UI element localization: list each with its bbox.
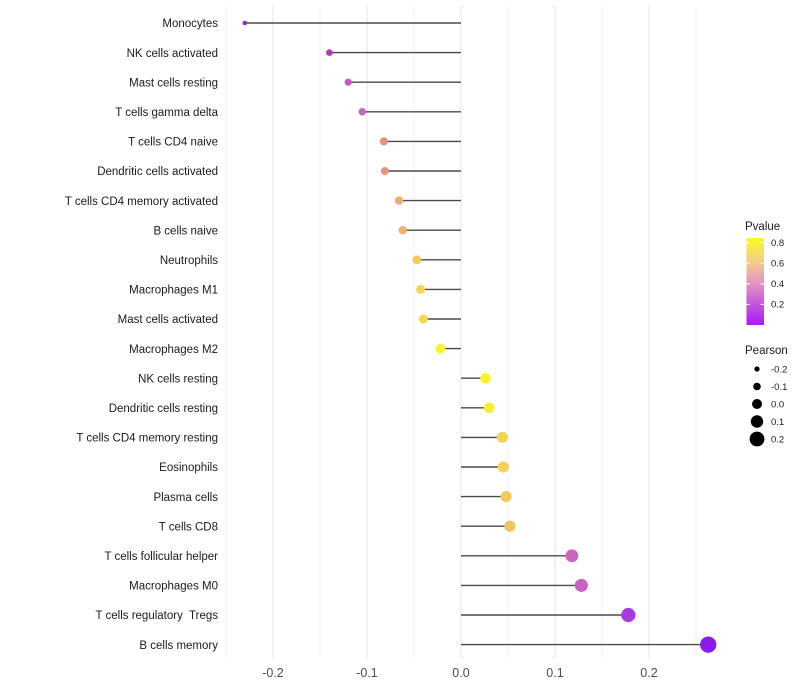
pearson-legend-label: -0.1 xyxy=(771,382,787,393)
y-axis-label: NK cells resting xyxy=(138,373,218,385)
lollipop-point xyxy=(480,372,491,384)
lollipop-point xyxy=(412,255,422,265)
pvalue-tick-label: 0.8 xyxy=(771,238,784,249)
y-axis-label: B cells memory xyxy=(139,640,218,652)
y-axis-label: Mast cells activated xyxy=(118,314,218,326)
pvalue-tick-label: 0.6 xyxy=(771,258,784,269)
lollipop-point xyxy=(496,431,508,443)
lollipop-point xyxy=(700,636,717,653)
lollipop-point xyxy=(394,196,404,205)
pvalue-colorbar xyxy=(746,238,764,325)
lollipop-point xyxy=(435,343,446,354)
y-axis-label: Dendritic cells activated xyxy=(97,166,218,178)
y-axis-label: T cells gamma delta xyxy=(115,107,218,119)
lollipop-point xyxy=(416,284,426,294)
lollipop-point xyxy=(574,578,588,592)
y-axis-label: T cells follicular helper xyxy=(104,551,218,563)
pearson-legend-title: Pearson xyxy=(745,345,788,357)
pvalue-tick-label: 0.4 xyxy=(771,279,784,290)
lollipop-point xyxy=(504,520,516,532)
pearson-legend-dot xyxy=(754,366,760,372)
lollipop-point xyxy=(344,78,352,86)
lollipop-point xyxy=(497,461,509,473)
y-axis-label: T cells CD8 xyxy=(159,521,218,533)
lollipop-point xyxy=(358,108,367,116)
y-axis-label: Monocytes xyxy=(162,18,218,30)
y-axis-label: NK cells activated xyxy=(127,48,218,60)
lollipop-point xyxy=(418,314,428,324)
pearson-legend-label: 0.2 xyxy=(771,434,784,445)
pearson-legend-label: 0.0 xyxy=(771,399,784,410)
y-axis-label: T cells CD4 memory resting xyxy=(76,433,218,445)
pearson-legend-dot xyxy=(750,415,764,428)
lollipop-point xyxy=(379,137,388,146)
pearson-legend-dot xyxy=(749,431,765,447)
pearson-legend-label: 0.1 xyxy=(771,417,784,428)
x-axis-tick-label: -0.1 xyxy=(356,666,378,680)
pvalue-tick-label: 0.2 xyxy=(771,300,784,311)
y-axis-label: Dendritic cells resting xyxy=(109,403,218,415)
pearson-legend-dot xyxy=(752,399,762,409)
y-axis-label: T cells regulatory Tregs xyxy=(95,610,218,622)
y-axis-label: Mast cells resting xyxy=(129,77,218,89)
pearson-legend-dot xyxy=(753,382,761,391)
y-axis-label: Eosinophils xyxy=(159,462,218,474)
lollipop-point xyxy=(398,225,407,235)
pearson-legend-label: -0.2 xyxy=(771,364,787,375)
y-axis-label: Macrophages M0 xyxy=(129,581,218,593)
x-axis-tick-label: 0.2 xyxy=(640,666,657,680)
x-axis-tick-label: 0.0 xyxy=(452,666,469,680)
x-axis-tick-label: 0.1 xyxy=(546,666,563,680)
y-axis-label: T cells CD4 naive xyxy=(128,137,218,149)
y-axis-label: Macrophages M2 xyxy=(129,344,218,356)
lollipop-point xyxy=(483,402,495,414)
lollipop-point xyxy=(500,491,512,503)
lollipop-point xyxy=(326,49,333,56)
lollipop-point xyxy=(621,607,636,623)
lollipop-point xyxy=(242,20,248,26)
y-axis-label: Neutrophils xyxy=(160,255,218,267)
y-axis-label: Macrophages M1 xyxy=(129,285,218,297)
lollipop-point xyxy=(565,549,579,563)
pvalue-legend-title: Pvalue xyxy=(745,221,780,233)
y-axis-label: Plasma cells xyxy=(153,492,218,504)
y-axis-label: T cells CD4 memory activated xyxy=(65,196,218,208)
y-axis-label: B cells naive xyxy=(153,225,218,237)
x-axis-tick-label: -0.2 xyxy=(262,666,284,680)
lollipop-point xyxy=(380,166,389,176)
